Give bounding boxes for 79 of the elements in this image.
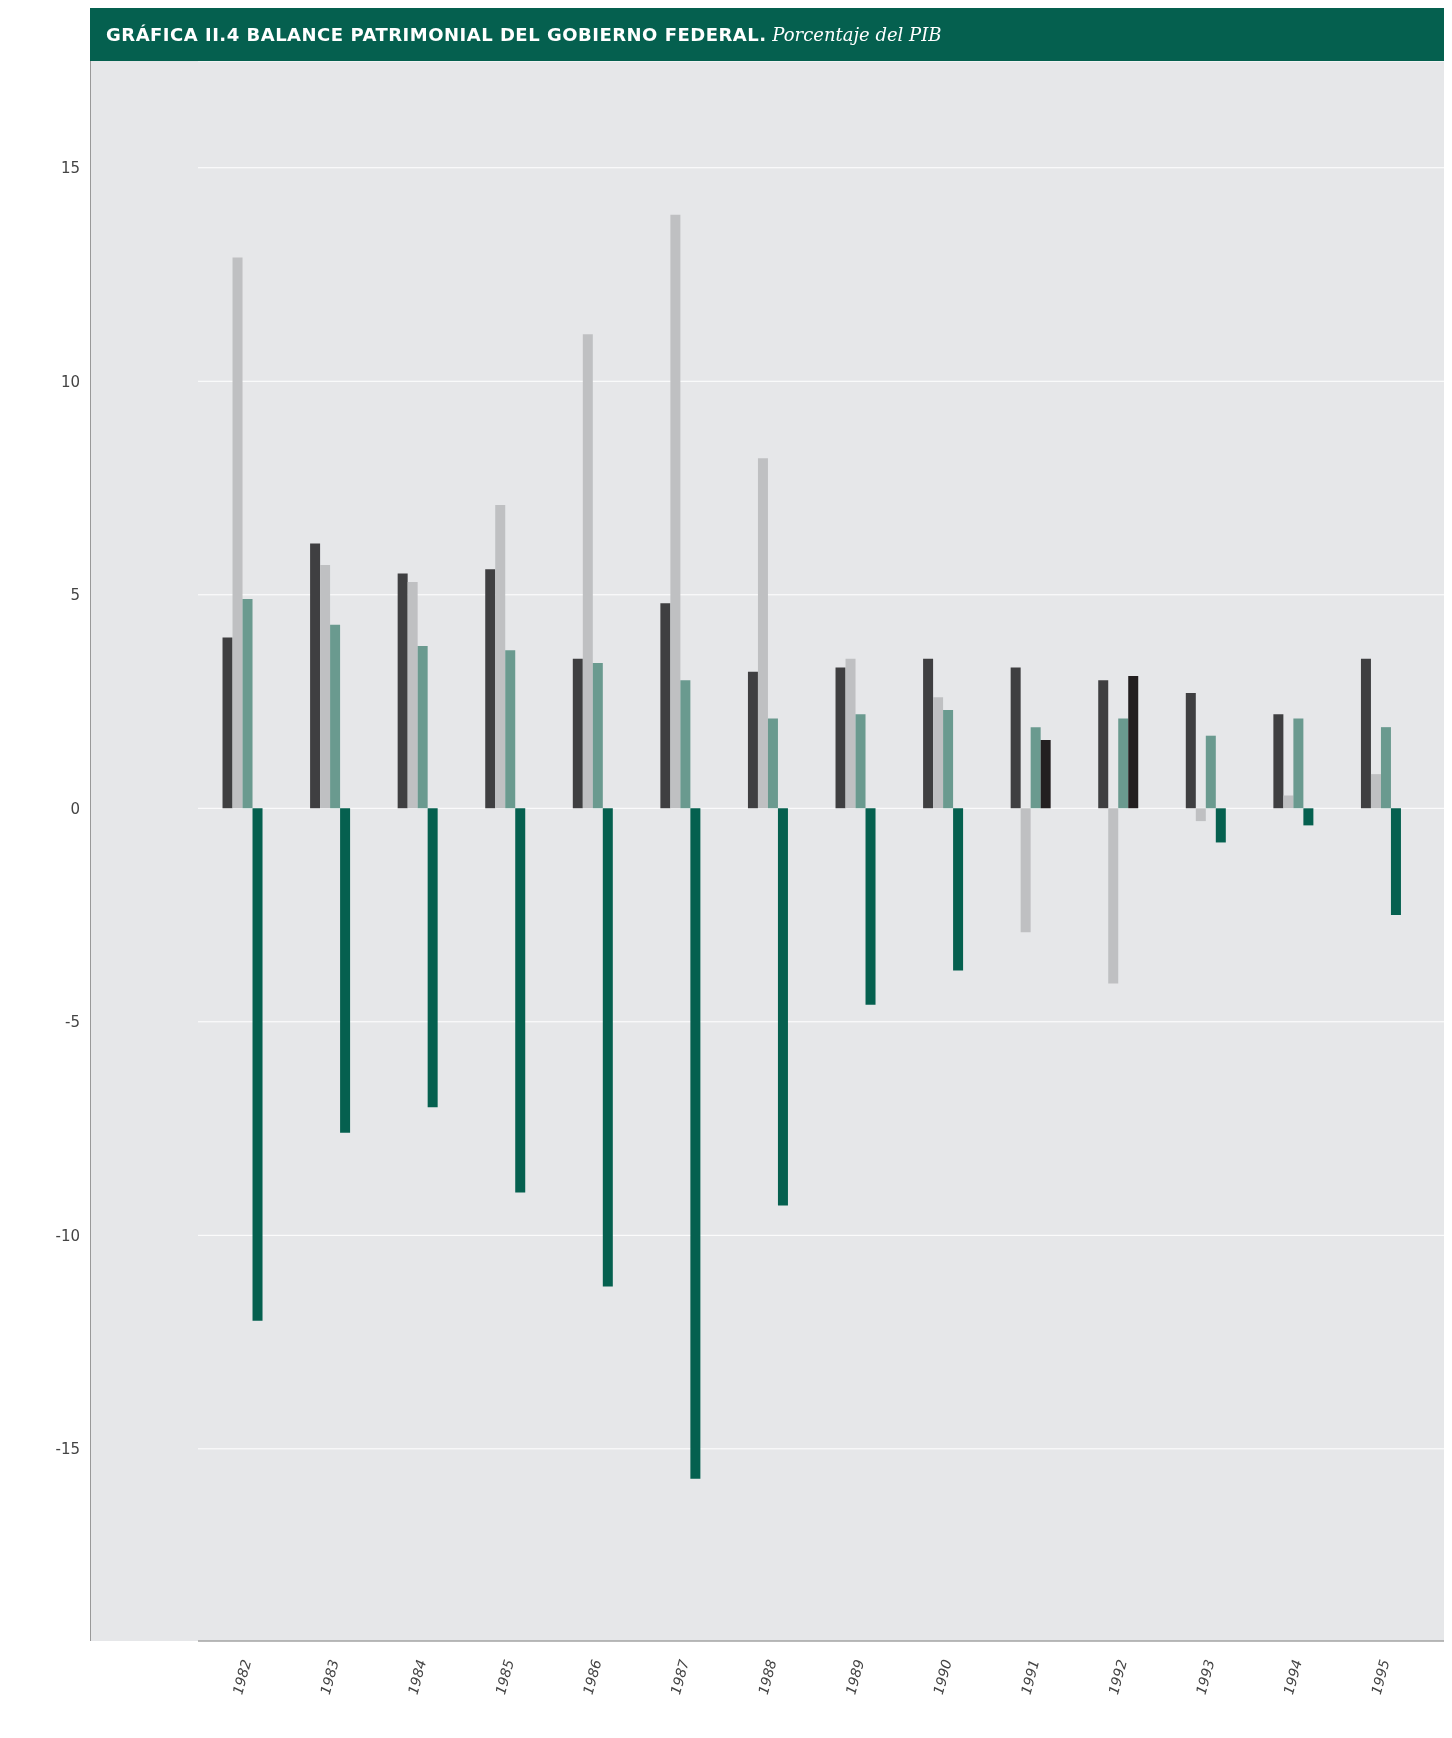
bar <box>953 808 964 971</box>
bar <box>670 214 681 809</box>
bar <box>1185 693 1196 809</box>
bar <box>1283 795 1294 809</box>
y-tick-label: -15 <box>55 1440 80 1459</box>
x-tick-label: 1989 <box>842 1657 868 1697</box>
bar <box>1380 727 1391 809</box>
bar <box>1303 808 1314 826</box>
bar <box>1010 667 1021 809</box>
bar <box>232 257 243 809</box>
x-tick-label: 1983 <box>317 1657 342 1697</box>
bar <box>572 658 583 809</box>
bar <box>320 564 331 809</box>
bar <box>602 808 613 1287</box>
y-tick-label: -10 <box>55 1226 80 1245</box>
chart-subtitle: Porcentaje del PIB <box>772 24 942 45</box>
bar <box>1020 808 1031 933</box>
bar <box>1030 727 1041 809</box>
chart-title: GRÁFICA II.4 BALANCE PATRIMONIAL DEL GOBIERNO FEDERAL. <box>106 24 767 45</box>
bar <box>835 667 846 809</box>
bar <box>427 808 438 1108</box>
bar <box>592 663 603 809</box>
y-tick-label: 15 <box>60 159 80 178</box>
x-tick-label: 1982 <box>229 1657 255 1697</box>
x-tick-label: 1993 <box>1192 1657 1218 1697</box>
bar <box>1128 675 1139 809</box>
x-tick-label: 1986 <box>579 1657 605 1697</box>
bar <box>515 808 526 1193</box>
bar <box>1390 808 1401 916</box>
bar <box>1360 658 1371 809</box>
bar <box>865 808 876 1005</box>
bar <box>407 581 418 809</box>
bar <box>680 680 691 809</box>
bar <box>1273 714 1284 809</box>
bar <box>1293 718 1304 809</box>
bar <box>845 658 856 809</box>
x-tick-label: 1987 <box>667 1657 692 1697</box>
bar <box>417 646 428 809</box>
bar <box>943 710 954 809</box>
x-tick-label: 1994 <box>1280 1657 1305 1697</box>
bar <box>690 808 701 1479</box>
bar <box>933 697 944 809</box>
bar <box>1118 718 1129 809</box>
bar <box>923 658 934 809</box>
bar <box>1215 808 1226 843</box>
bar <box>252 808 263 1321</box>
x-tick-label: 1984 <box>404 1657 430 1697</box>
bar <box>330 624 341 809</box>
bar <box>242 599 253 809</box>
bar <box>855 714 866 809</box>
bar <box>505 650 516 809</box>
bar <box>310 543 321 809</box>
x-tick-label: 1990 <box>930 1657 955 1697</box>
bar <box>1108 808 1119 984</box>
bar <box>222 637 233 809</box>
x-tick-label: 1991 <box>1017 1657 1043 1697</box>
y-tick-label: 0 <box>70 799 80 818</box>
bar <box>397 573 408 809</box>
bar <box>757 458 768 809</box>
bar <box>777 808 788 1206</box>
bar <box>1205 735 1216 809</box>
bar <box>747 671 758 809</box>
bar <box>1040 739 1051 809</box>
y-tick-label: 5 <box>70 586 80 605</box>
x-tick-label: 1988 <box>754 1657 780 1697</box>
bar <box>1370 774 1381 809</box>
bar <box>340 808 351 1133</box>
bar <box>1098 680 1109 809</box>
y-tick-label: -5 <box>65 1013 80 1032</box>
bar <box>582 334 593 809</box>
bar <box>495 505 506 809</box>
x-tick-label: 1995 <box>1367 1657 1393 1697</box>
x-tick-label: 1992 <box>1105 1657 1130 1697</box>
x-tick-label: 1985 <box>492 1657 517 1697</box>
bar <box>660 603 671 809</box>
bar <box>1195 808 1206 822</box>
bar <box>485 569 496 809</box>
bar <box>767 718 778 809</box>
y-tick-label: 10 <box>60 372 80 391</box>
